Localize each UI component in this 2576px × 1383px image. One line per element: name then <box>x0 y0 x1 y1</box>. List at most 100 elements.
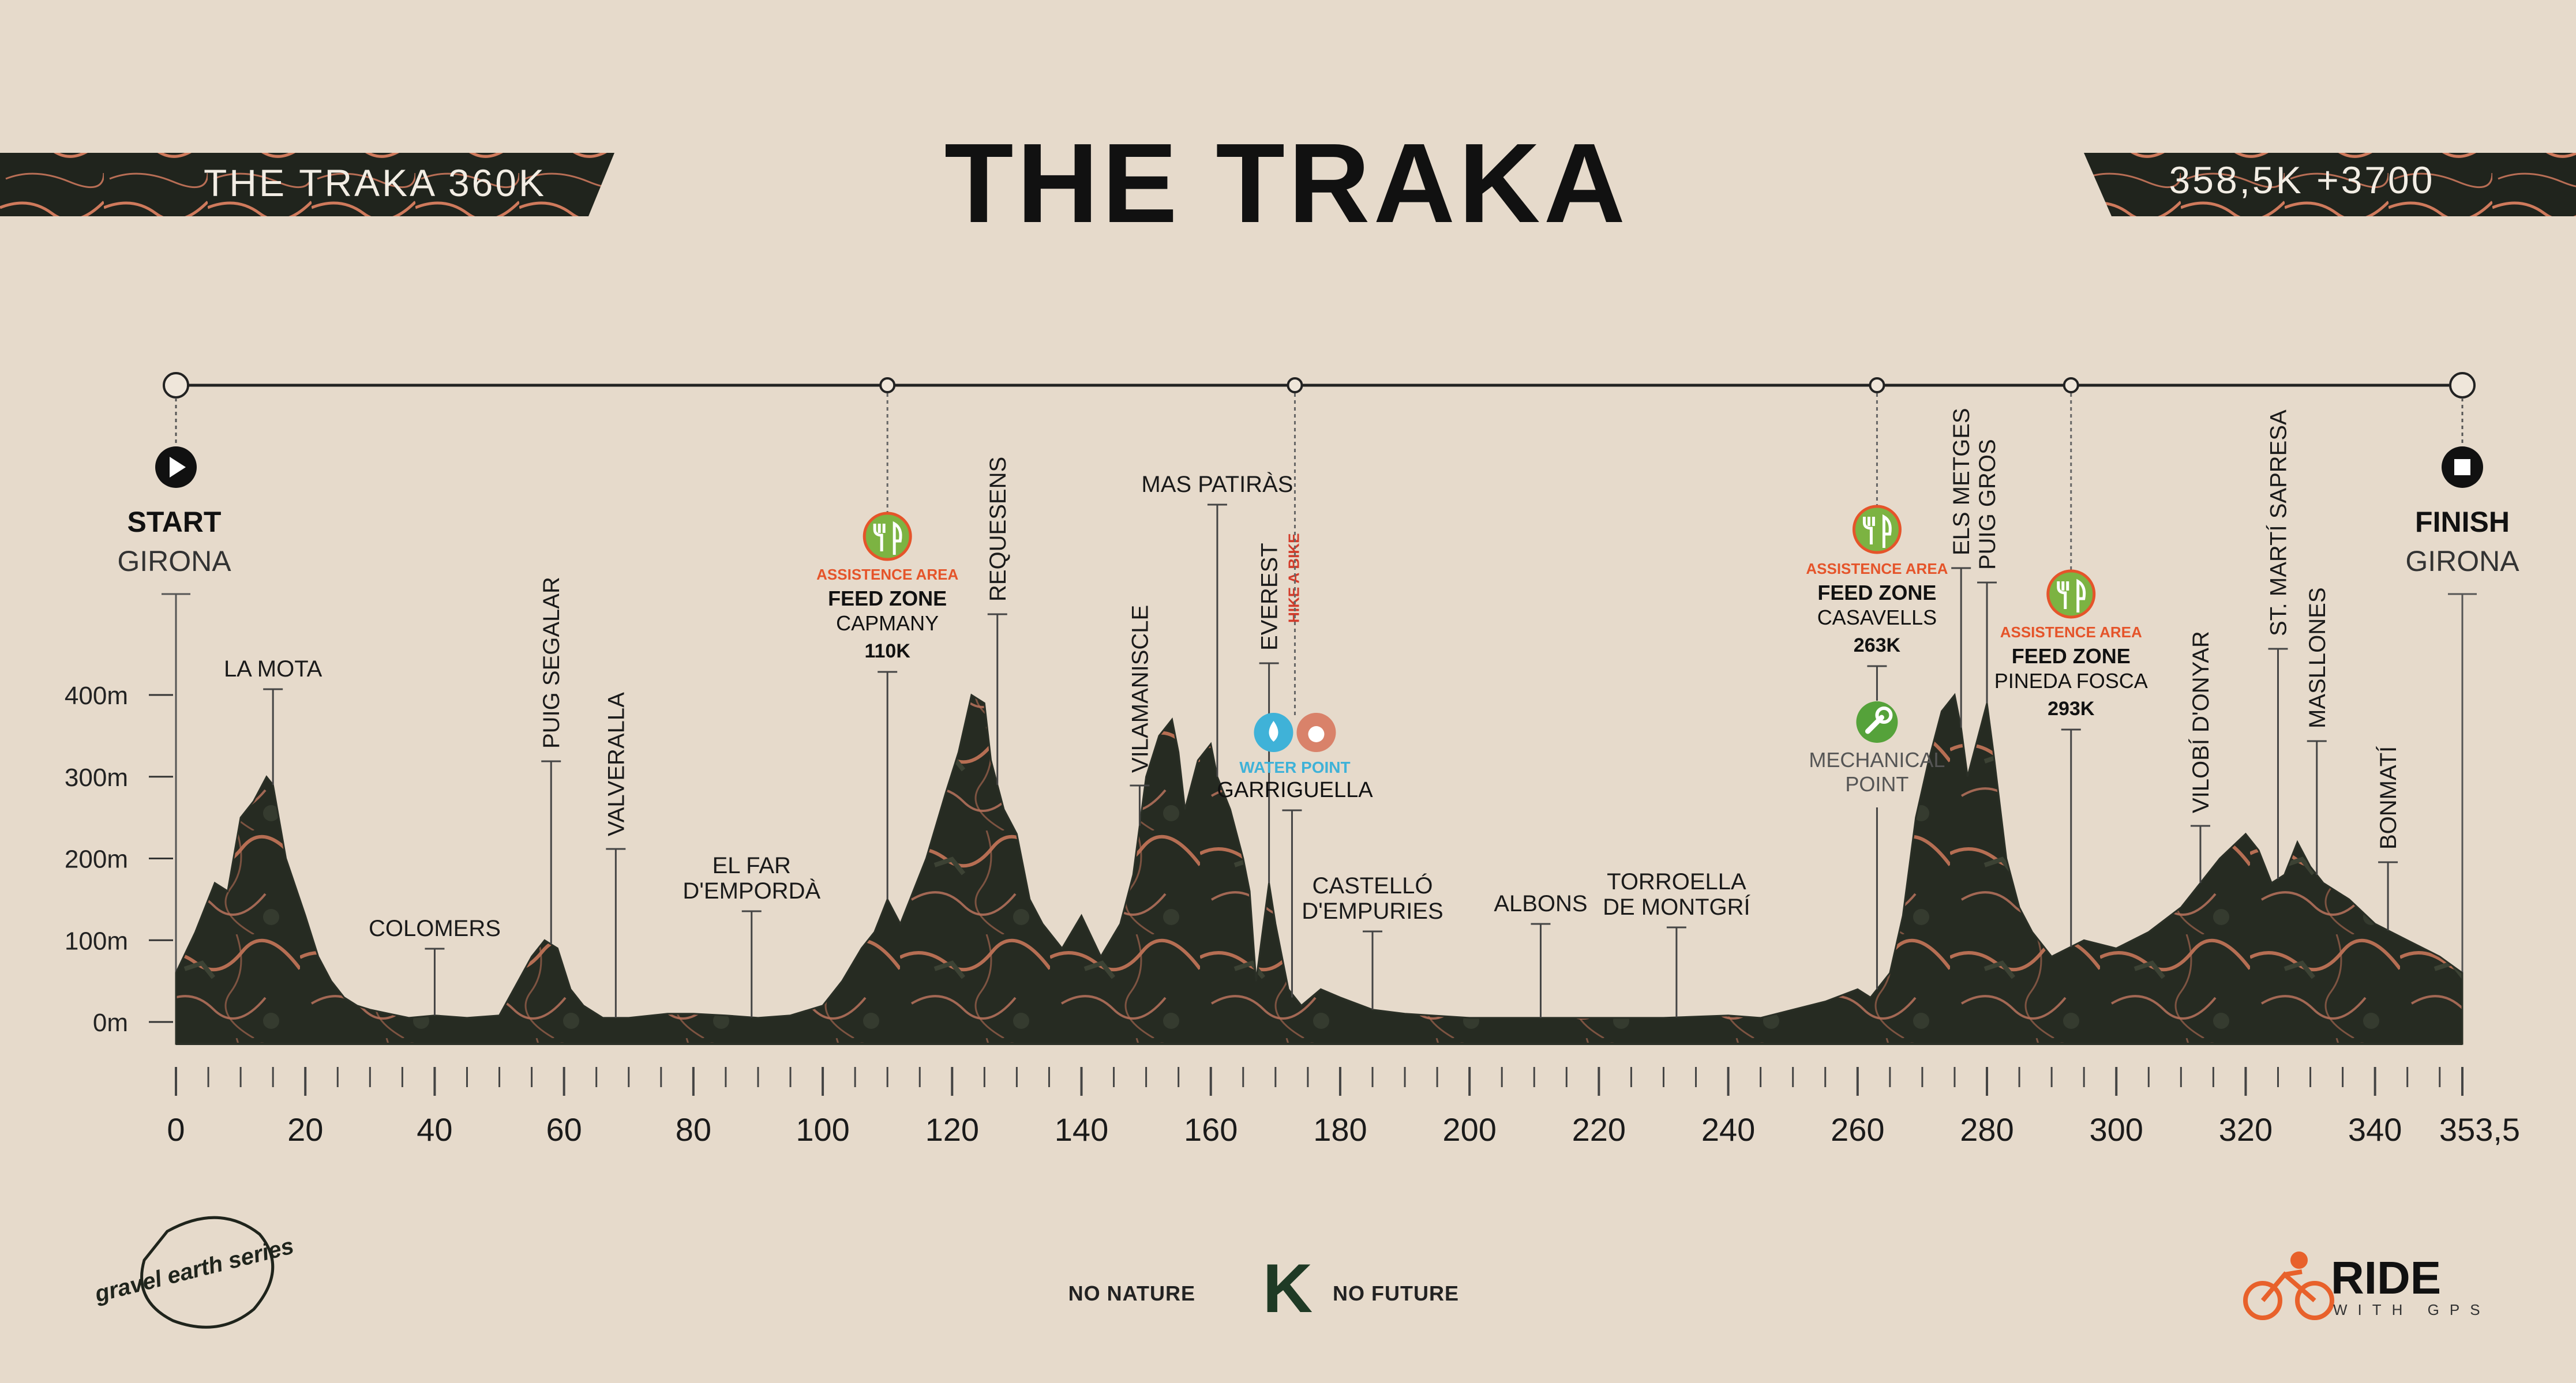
feed-label: FEED ZONE <box>2012 644 2131 668</box>
x-tick-label: 320 <box>2219 1111 2273 1148</box>
timeline-dot <box>2063 377 2079 393</box>
annotation-label: DE MONTGRÍ <box>1603 894 1750 920</box>
x-tick-label: 200 <box>1442 1111 1496 1148</box>
gravel-earth-text: gravel earth series <box>92 1233 297 1307</box>
annotation-label: VALVERALLA <box>603 692 629 836</box>
left-banner: THE TRAKA 360K <box>0 153 614 216</box>
annotation-label: EL FAR <box>713 853 791 878</box>
assist-label: ASSISTENCE AREA <box>1806 560 1948 577</box>
y-tick-label: 100m <box>65 927 128 955</box>
ride-text: RIDE <box>2331 1252 2441 1303</box>
annotation-puig-gros: PUIG GROS <box>1975 439 2000 704</box>
annotation-label: D'EMPORDÀ <box>683 878 820 904</box>
annotation-els-metges: ELS METGES <box>1949 408 1974 728</box>
y-tick-label: 200m <box>65 845 128 874</box>
annotation-requesens: REQUESENS <box>985 457 1011 785</box>
x-tick-label: 340 <box>2348 1111 2402 1148</box>
apple-icon <box>1296 713 1336 752</box>
annotation-label: VILOBÍ D'ONYAR <box>2188 631 2214 813</box>
water-label: WATER POINT <box>1239 758 1350 776</box>
marker-173: WATER POINT GARRIGUELLA <box>1217 377 1373 998</box>
x-tick-label: 100 <box>796 1111 849 1148</box>
annotation-label: TORROELLA <box>1607 869 1746 895</box>
start-city: GIRONA <box>117 545 231 577</box>
y-tick-label: 400m <box>65 682 128 710</box>
x-tick-label: 260 <box>1831 1111 1884 1148</box>
mechanical-label: MECHANICAL <box>1809 748 1945 772</box>
x-tick-label: 40 <box>417 1111 452 1148</box>
timeline-start-circle <box>163 372 189 399</box>
annotation-label: MAS PATIRÀS <box>1141 471 1293 497</box>
annotation-label: PUIG SEGALAR <box>539 577 564 749</box>
place-label: PINEDA FOSCA <box>1994 669 2148 693</box>
cyclist-icon <box>2243 1252 2334 1320</box>
annotation-label: ST. MARTÍ SAPRESA <box>2265 409 2291 636</box>
annotations: LA MOTA COLOMERS PUIG SEGALAR VALVERALLA EL … <box>224 408 2401 1018</box>
annotation-label: EVEREST <box>1257 543 1283 651</box>
annotation-label: BONMATÍ <box>2375 746 2401 850</box>
y-axis: 0m 100m 200m 300m 400m <box>65 682 173 1037</box>
with-gps-text: WITH GPS <box>2333 1301 2491 1318</box>
annotation-label: COLOMERS <box>369 916 501 941</box>
x-tick-label: 0 <box>167 1111 185 1148</box>
x-tick-label: 120 <box>925 1111 979 1148</box>
x-tick-label: 180 <box>1313 1111 1367 1148</box>
timeline-dot <box>879 377 896 393</box>
km-label: 110K <box>864 640 910 662</box>
start-label: START <box>128 506 222 538</box>
x-tick-label: 60 <box>546 1111 582 1148</box>
annotation-masllones: MASLLONES <box>2305 587 2330 875</box>
water-drop-icon <box>1254 713 1293 752</box>
x-tick-label: 160 <box>1184 1111 1238 1148</box>
annotation-label: LA MOTA <box>224 656 323 682</box>
right-banner-text: 358,5K +3700 <box>2169 159 2435 201</box>
x-tick-label: 353,5 <box>2439 1111 2520 1148</box>
feed-zone-icon <box>863 512 912 561</box>
annotation-label: VILAMANISCLE <box>1127 605 1153 773</box>
assist-label: ASSISTENCE AREA <box>816 566 958 583</box>
assist-label: ASSISTENCE AREA <box>2000 623 2142 641</box>
feed-label: FEED ZONE <box>828 587 947 610</box>
annotation-label: REQUESENS <box>985 457 1011 602</box>
annotation-st-marti: ST. MARTÍ SAPRESA <box>2265 409 2291 879</box>
elevation-profile <box>175 693 2463 1045</box>
annotation-vilamaniscle: VILAMANISCLE <box>1127 605 1153 826</box>
place-label: CAPMANY <box>836 611 939 635</box>
place-label: GARRIGUELLA <box>1217 778 1373 802</box>
annotation-bonmati: BONMATÍ <box>2375 746 2401 931</box>
annotation-label: D'EMPURIES <box>1302 899 1443 924</box>
timeline-dot <box>1869 377 1885 393</box>
km-label: 293K <box>2048 698 2095 720</box>
page-title: THE TRAKA <box>944 120 1629 246</box>
annotation-sublabel: HIKE A BIKE <box>1285 533 1303 623</box>
annotation-label: ALBONS <box>1494 891 1587 916</box>
x-tick-label: 220 <box>1572 1111 1626 1148</box>
annotation-mas-patiras: MAS PATIRÀS <box>1141 471 1293 777</box>
timeline-dot <box>1287 377 1303 393</box>
annotation-vilobi: VILOBÍ D'ONYAR <box>2188 631 2214 884</box>
annotation-everest: EVEREST HIKE A BIKE <box>1257 533 1303 884</box>
annotation-valveralla: VALVERALLA <box>603 692 629 1018</box>
x-tick-label: 280 <box>1960 1111 2013 1148</box>
y-tick-label: 300m <box>65 764 128 792</box>
x-tick-label: 80 <box>676 1111 711 1148</box>
no-future-text: NO FUTURE <box>1333 1281 1459 1305</box>
y-tick-label: 0m <box>93 1009 128 1037</box>
left-banner-text: THE TRAKA 360K <box>204 161 546 204</box>
place-label: CASAVELLS <box>1817 606 1937 629</box>
finish-city: GIRONA <box>2405 545 2519 577</box>
timeline-finish-circle <box>2449 372 2476 399</box>
feed-zone-icon <box>1852 505 1902 554</box>
x-tick-label: 240 <box>1701 1111 1755 1148</box>
annotation-colomers: COLOMERS <box>369 916 501 1016</box>
annotation-albons: ALBONS <box>1494 891 1588 1018</box>
annotation-mota: LA MOTA <box>224 656 323 785</box>
x-tick-label: 300 <box>2090 1111 2143 1148</box>
